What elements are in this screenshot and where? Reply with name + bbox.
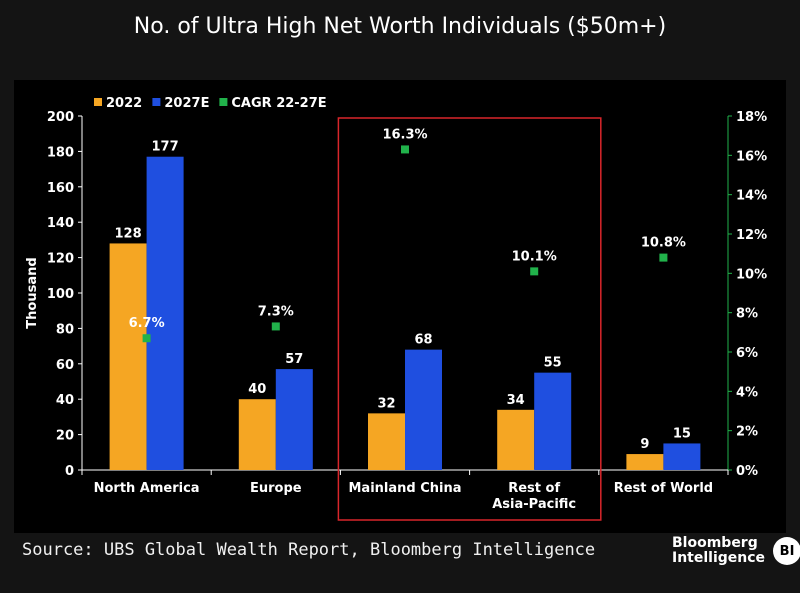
y2-tick-label: 12% — [736, 228, 767, 243]
bar-value-label: 9 — [640, 437, 649, 452]
chart-panel: 0 20 40 60 80 100 120 140 160 180 200 0% 2% 4% 6% 8% 10%… — [14, 80, 786, 533]
bar-value-label: 40 — [248, 382, 266, 397]
bar-value-label: 128 — [115, 226, 142, 241]
brand-badge: BI — [773, 537, 800, 565]
y-tick-label: 60 — [56, 358, 74, 373]
bar-value-label: 57 — [285, 352, 303, 367]
legend-label: 2027E — [164, 96, 209, 111]
y-tick-label: 0 — [65, 464, 74, 479]
legend-label: 2022 — [106, 96, 142, 111]
y-tick-label: 20 — [56, 429, 74, 444]
cagr-point — [142, 334, 151, 343]
x-category-label: Rest of World — [614, 481, 713, 496]
brand-line-1: Bloomberg — [672, 535, 758, 551]
bar-2027e — [275, 369, 313, 470]
y-tick-label: 140 — [47, 216, 74, 231]
x-category-label: North America — [94, 481, 200, 496]
bar-2027e — [146, 156, 184, 470]
bar-value-label: 55 — [544, 356, 562, 371]
brand-logo: Bloomberg Intelligence BI — [672, 536, 800, 566]
bar-2027e — [534, 372, 572, 470]
bar-2027e — [405, 349, 442, 470]
legend-swatch — [152, 98, 161, 106]
cagr-label: 10.8% — [641, 236, 686, 251]
y2-tick-label: 2% — [736, 425, 758, 440]
y2-tick-label: 0% — [736, 464, 758, 479]
cagr-point — [659, 253, 668, 262]
cagr-label: 10.1% — [512, 249, 557, 264]
y2-tick-label: 10% — [736, 267, 767, 282]
y-tick-label: 180 — [47, 145, 74, 160]
cagr-label: 7.3% — [258, 304, 294, 319]
legend-swatch — [219, 98, 228, 106]
brand-line-2: Intelligence — [672, 550, 766, 566]
chart-svg: 0 20 40 60 80 100 120 140 160 180 200 0% 2% 4% 6% 8% 10%… — [25, 96, 767, 521]
cagr-point — [530, 267, 539, 276]
bar-value-label: 15 — [673, 426, 691, 441]
bar-2022 — [626, 454, 664, 470]
y-tick-label: 120 — [47, 252, 74, 267]
x-category-label: Asia-Pacific — [492, 497, 576, 512]
bar-2022 — [497, 409, 535, 470]
bar-value-label: 68 — [414, 333, 432, 348]
bar-2022 — [368, 413, 405, 470]
y2-tick-label: 14% — [736, 189, 767, 204]
y2-tick-label: 16% — [736, 149, 767, 164]
y-tick-label: 40 — [56, 393, 74, 408]
y-axis-title: Thousand — [25, 257, 40, 328]
legend-label: CAGR 22-27E — [231, 96, 326, 111]
x-category-label: Europe — [250, 481, 302, 496]
bar-value-label: 34 — [507, 393, 525, 408]
cagr-point — [401, 145, 409, 154]
y-tick-label: 200 — [47, 110, 74, 125]
bar-value-label: 32 — [377, 396, 395, 411]
y-tick-label: 80 — [56, 322, 74, 337]
legend-swatch — [94, 98, 102, 106]
x-category-label: Mainland China — [348, 481, 461, 496]
highlight-box — [337, 117, 602, 521]
y2-tick-label: 8% — [736, 307, 758, 322]
cagr-label: 6.7% — [129, 316, 165, 331]
x-category-label: Rest of — [508, 481, 560, 496]
y2-tick-label: 4% — [736, 385, 758, 400]
chart-title: No. of Ultra High Net Worth Individuals … — [133, 14, 667, 39]
source-note: Source: UBS Global Wealth Report, Bloomb… — [22, 540, 596, 560]
bar-2022 — [109, 243, 147, 470]
y-tick-label: 160 — [47, 181, 74, 196]
brand-text: Bloomberg Intelligence — [672, 536, 765, 566]
bar-2027e — [663, 443, 701, 470]
cagr-point — [271, 322, 280, 331]
bar-value-label: 177 — [152, 140, 179, 155]
y2-tick-label: 6% — [736, 346, 758, 361]
y2-tick-label: 18% — [736, 110, 767, 125]
bar-2022 — [238, 399, 276, 470]
y-tick-label: 100 — [47, 287, 74, 302]
cagr-label: 16.3% — [382, 127, 427, 142]
